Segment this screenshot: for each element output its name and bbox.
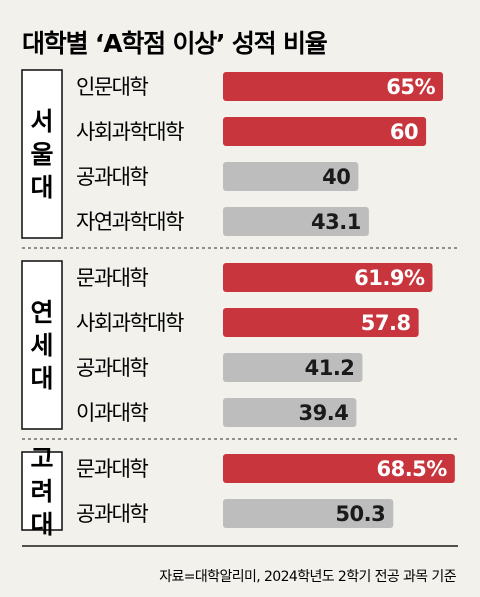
value-label: 60 [390, 120, 418, 144]
bar [223, 308, 419, 337]
category-label: 자연과학대학 [76, 210, 184, 234]
bar [223, 263, 433, 292]
value-label: 65% [386, 75, 435, 99]
bar [223, 72, 443, 101]
category-label: 공과대학 [76, 356, 148, 380]
category-label: 사회과학대학 [76, 120, 184, 144]
category-label: 문과대학 [76, 457, 148, 481]
chart-source: 자료=대학알리미, 2024학년도 2학기 전공 과목 기준 [159, 569, 457, 585]
bar [223, 353, 363, 382]
bar [223, 207, 369, 236]
category-label: 이과대학 [76, 401, 148, 425]
category-label: 문과대학 [76, 266, 148, 290]
value-label: 41.2 [305, 356, 355, 380]
value-label: 39.4 [299, 401, 349, 425]
category-label: 공과대학 [76, 502, 148, 526]
bar [223, 117, 427, 146]
bar [223, 162, 359, 191]
bar [223, 454, 455, 483]
category-label: 인문대학 [76, 75, 148, 99]
value-label: 61.9% [354, 266, 425, 290]
bar-group: 서 울 대 인문대학 65% 사회과학대학 60 공과대학 40 자연과학대학 43.1 [21, 69, 443, 239]
group-label-box [21, 451, 63, 531]
chart-title: 대학별 ‘A학점 이상’ 성적 비율 [22, 29, 328, 58]
value-label: 43.1 [311, 210, 361, 234]
group-label-box [21, 260, 63, 430]
value-label: 57.8 [361, 311, 411, 335]
bar-group: 연 세 대 문과대학 61.9% 사회과학대학 57.8 공과대학 41.2 이과대학 39.4 [21, 260, 433, 430]
value-label: 50.3 [335, 502, 385, 526]
category-label: 사회과학대학 [76, 311, 184, 335]
bar-group: 고 려 대 문과대학 68.5% 공과대학 50.3 [21, 444, 455, 539]
group-label-box [21, 69, 63, 239]
bar [223, 499, 394, 528]
value-label: 68.5% [376, 457, 447, 481]
value-label: 40 [322, 165, 350, 189]
bar [223, 398, 357, 427]
category-label: 공과대학 [76, 165, 148, 189]
